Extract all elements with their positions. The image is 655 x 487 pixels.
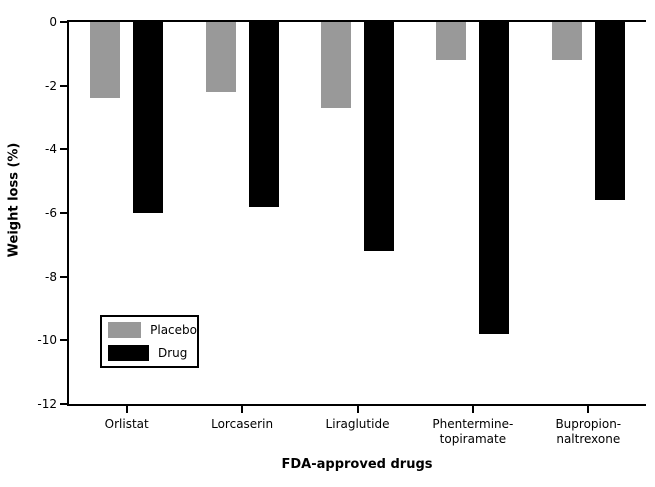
- bar-drug-4: [594, 22, 625, 201]
- legend-entry-placebo: Placebo: [108, 322, 197, 338]
- x-category-label-0: Orlistat: [104, 417, 149, 431]
- x-category-label-3: Phentermine- topiramate: [432, 417, 514, 446]
- legend-swatch-drug: [108, 345, 149, 361]
- x-tick: [241, 406, 244, 413]
- y-tick-label: -6: [45, 206, 57, 220]
- x-tick: [587, 406, 590, 413]
- y-tick-label: 0: [49, 15, 57, 29]
- legend-entry-drug: Drug: [108, 345, 197, 361]
- y-tick: [60, 84, 67, 87]
- y-tick-label: -8: [45, 269, 57, 284]
- legend: Placebo Drug: [100, 315, 199, 368]
- y-tick: [60, 275, 67, 278]
- legend-label-placebo: Placebo: [150, 323, 197, 337]
- x-category-label-1: Lorcaserin: [211, 417, 274, 431]
- y-axis-title: Weight loss (%): [6, 142, 22, 258]
- bar-placebo-2: [321, 22, 351, 108]
- y-tick-label: -10: [37, 333, 57, 348]
- bar-drug-2: [364, 22, 394, 252]
- bar-placebo-1: [205, 22, 236, 93]
- bar-drug-3: [479, 22, 510, 334]
- x-tick: [125, 406, 128, 413]
- y-tick: [60, 403, 67, 405]
- x-axis-title: FDA-approved drugs: [281, 457, 433, 472]
- y-tick: [60, 212, 67, 214]
- plot-area: 0 -2 -4 -6 -8 -10 -12 Orlistat Lorcaserin Liraglu…: [37, 15, 646, 446]
- x-category-label-4: Bupropion- naltrexone: [555, 417, 622, 446]
- y-tick-label: -2: [45, 78, 57, 93]
- legend-label-drug: Drug: [158, 346, 188, 360]
- x-tick: [356, 406, 359, 413]
- bar-drug-0: [133, 22, 164, 213]
- y-tick: [60, 21, 67, 23]
- y-tick: [60, 148, 67, 151]
- x-tick: [471, 406, 474, 413]
- bar-drug-1: [248, 22, 279, 207]
- y-tick: [60, 339, 67, 342]
- y-tick-label: -4: [45, 142, 57, 157]
- y-tick-label: -12: [37, 397, 57, 411]
- bar-placebo-4: [551, 22, 582, 61]
- bar-placebo-3: [436, 22, 467, 61]
- bar-placebo-0: [90, 22, 121, 99]
- legend-swatch-placebo: [108, 322, 142, 338]
- x-category-label-2: Liraglutide: [325, 417, 390, 431]
